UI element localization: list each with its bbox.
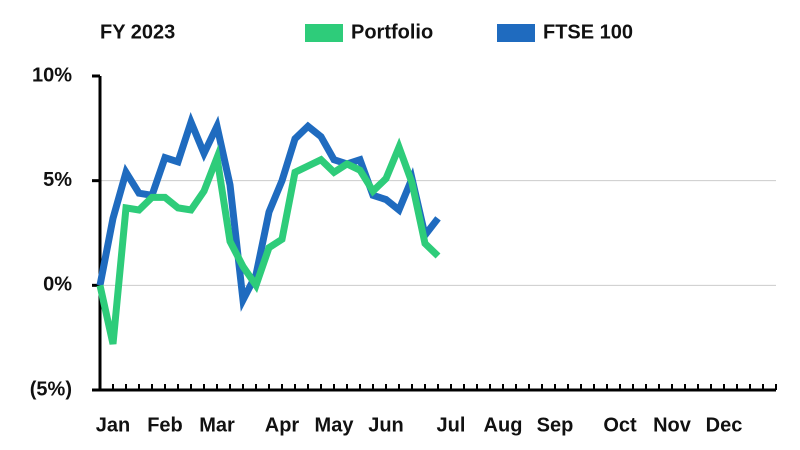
x-tick-label: Dec <box>706 414 743 436</box>
legend-swatch <box>305 24 343 42</box>
x-tick-label: May <box>315 414 355 436</box>
legend-label: FTSE 100 <box>543 21 633 43</box>
legend-swatch <box>497 24 535 42</box>
chart-title: FY 2023 <box>100 21 175 43</box>
x-tick-label: Jan <box>96 414 130 436</box>
x-tick-label: Nov <box>653 414 692 436</box>
y-tick-label: 10% <box>32 64 72 86</box>
x-tick-label: Feb <box>147 414 183 436</box>
x-tick-label: Aug <box>484 414 523 436</box>
x-tick-label: Oct <box>603 414 637 436</box>
x-tick-label: Jun <box>368 414 404 436</box>
y-tick-label: 0% <box>43 274 72 296</box>
legend-label: Portfolio <box>351 21 433 43</box>
x-tick-label: Mar <box>199 414 235 436</box>
y-tick-label: 5% <box>43 169 72 191</box>
series-line <box>96 111 441 312</box>
series-line <box>96 137 441 345</box>
x-tick-label: Apr <box>265 414 300 436</box>
y-tick-label: (5%) <box>30 378 72 400</box>
x-tick-label: Jul <box>437 414 466 436</box>
x-tick-label: Sep <box>537 414 574 436</box>
